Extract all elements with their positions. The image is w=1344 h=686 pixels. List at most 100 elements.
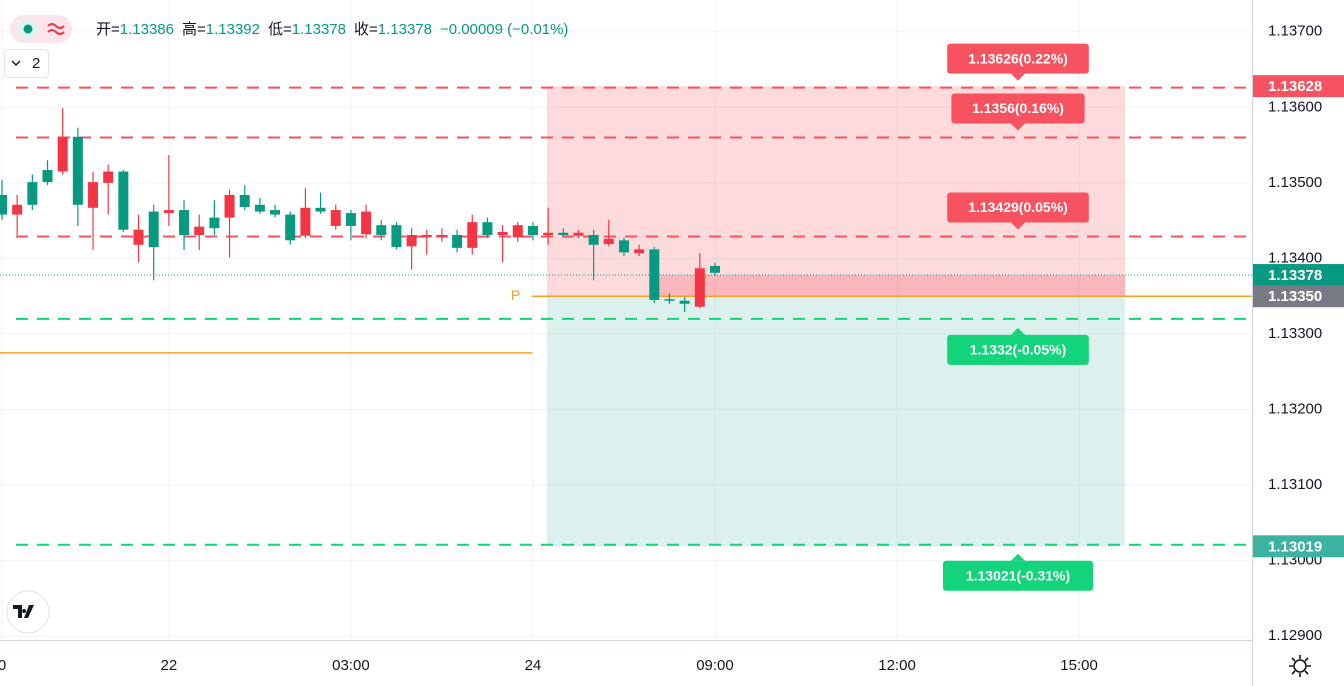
level-label-pointer	[1011, 327, 1025, 335]
candle-body	[315, 207, 326, 212]
level-label-box	[947, 334, 1089, 365]
candle-body	[679, 300, 690, 304]
y-tick-label: 1.13700	[1268, 23, 1322, 40]
ohlc-key: 收=	[354, 21, 378, 38]
candle-body	[452, 234, 463, 248]
ohlc-key: 低=	[268, 21, 292, 38]
x-tick-label: 12:00	[878, 657, 916, 674]
price-badge	[1253, 535, 1344, 558]
level-label: 1.13021(-0.31%)	[943, 553, 1093, 591]
level-label-pointer	[1011, 123, 1025, 131]
candle-body	[285, 214, 296, 241]
candle-body	[300, 207, 311, 236]
ohlc-key: 开=	[96, 21, 120, 38]
candle-body	[88, 182, 99, 208]
level-label-text: 1.13429(0.05%)	[968, 199, 1068, 215]
x-tick-label: 03:00	[332, 657, 370, 674]
x-tick-label: 15:00	[1060, 657, 1098, 674]
candle-body	[254, 204, 265, 212]
gear-ring	[1293, 659, 1307, 673]
candle-body	[0, 194, 8, 215]
candle-body	[361, 211, 372, 235]
level-label: 1.13626(0.22%)	[947, 43, 1089, 81]
candle-body	[345, 213, 356, 226]
ohlc-key: 高=	[182, 21, 206, 38]
candle-body	[588, 234, 599, 245]
ohlc-change: −0.00009 (−0.01%)	[440, 21, 568, 38]
candle-body	[558, 232, 569, 235]
candle-body	[512, 225, 523, 238]
level-label-pointer	[1011, 73, 1025, 81]
candle-body	[133, 229, 144, 245]
level-label-pointer	[1011, 553, 1025, 561]
price-badge	[1253, 285, 1344, 308]
entry-label: P	[511, 287, 520, 303]
x-tick-label: 0	[0, 657, 6, 674]
price-badge-label: 1.13019	[1268, 538, 1322, 555]
candle-body	[497, 231, 508, 235]
candle-body	[573, 232, 584, 236]
y-tick-label: 1.13200	[1268, 401, 1322, 418]
candle-body	[103, 171, 114, 183]
candle-body	[42, 170, 53, 183]
indicator-toggle[interactable]	[4, 49, 49, 78]
x-tick-label: 24	[525, 657, 542, 674]
candle-body	[12, 204, 23, 215]
candle-body	[194, 226, 205, 235]
level-label-box	[943, 560, 1093, 591]
y-tick-label: 1.13600	[1268, 98, 1322, 115]
price-badge	[1253, 75, 1344, 98]
candle-body	[649, 249, 660, 300]
candle-body	[406, 234, 417, 247]
indicator-count: 2	[32, 55, 40, 72]
level-label-text: 1.1356(0.16%)	[972, 100, 1064, 116]
price-badge-label: 1.13378	[1268, 267, 1322, 284]
level-label: 1.1332(-0.05%)	[947, 327, 1089, 365]
candle-body	[270, 210, 281, 215]
level-label-text: 1.1332(-0.05%)	[970, 342, 1067, 358]
settings-button[interactable]	[1289, 655, 1311, 677]
candle-body	[239, 194, 250, 208]
open-loss-zone	[655, 275, 1126, 297]
x-tick-label: 09:00	[696, 657, 734, 674]
candle-body	[163, 210, 174, 214]
candle-body	[436, 234, 447, 237]
candle-body	[421, 234, 432, 238]
price-badge-label: 1.13628	[1268, 78, 1322, 95]
candle-body	[27, 182, 38, 205]
wave-icon	[47, 23, 65, 35]
candle-body	[330, 210, 341, 226]
candle-body	[179, 210, 190, 235]
candle-body	[72, 136, 83, 205]
candle-body	[694, 268, 705, 307]
y-tick-label: 1.13100	[1268, 476, 1322, 493]
candle-body	[543, 232, 554, 235]
candle-body	[603, 238, 614, 245]
gear-teeth	[1289, 655, 1311, 677]
ohlc-legend: 开=1.13386 高=1.13392 低=1.13378 收=1.13378 −0.0…	[96, 21, 568, 38]
candle-body	[709, 265, 720, 273]
candle-body	[118, 171, 129, 230]
ohlc-value: 1.13378	[292, 21, 346, 38]
y-tick-label: 1.13300	[1268, 325, 1322, 342]
y-tick-label: 1.12900	[1268, 627, 1322, 644]
candle-body	[391, 225, 402, 248]
x-tick-label: 22	[161, 657, 178, 674]
candle-body	[376, 225, 387, 235]
candle-body	[209, 217, 220, 229]
ohlc-value: 1.13378	[378, 21, 432, 38]
candle-body	[57, 136, 68, 172]
y-tick-label: 1.13400	[1268, 249, 1322, 266]
candle-body	[618, 240, 629, 253]
level-label-text: 1.13021(-0.31%)	[966, 567, 1070, 583]
level-label-box	[947, 192, 1089, 223]
price-badge	[1253, 264, 1344, 287]
candle-body	[634, 249, 645, 254]
ohlc-value: 1.13386	[120, 21, 174, 38]
candle-body	[467, 222, 478, 248]
candle-body	[482, 222, 493, 235]
level-label-box	[947, 43, 1089, 74]
